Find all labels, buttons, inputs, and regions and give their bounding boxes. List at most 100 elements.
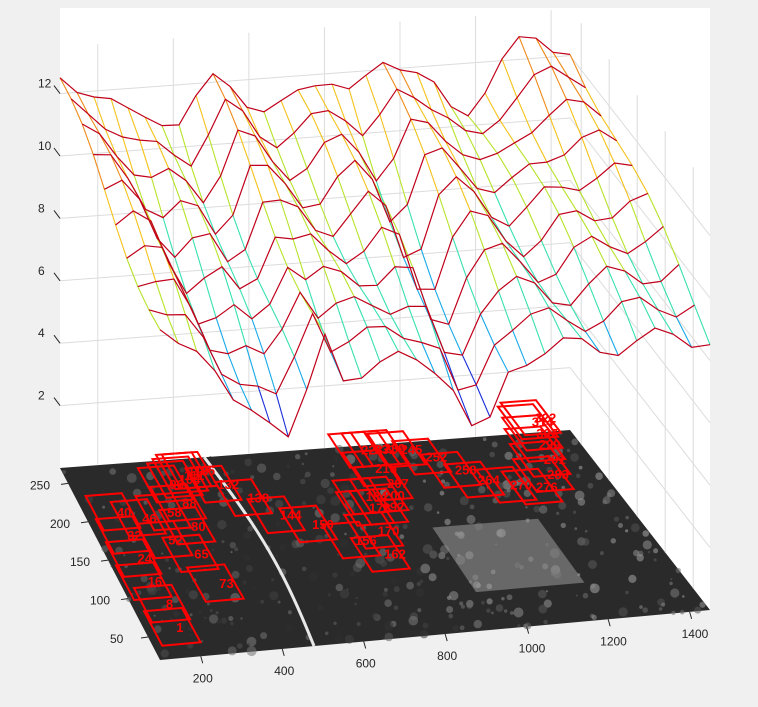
floor-speck: [538, 604, 548, 614]
mesh-edge: [168, 168, 182, 201]
floor-speck: [143, 500, 148, 505]
frame-box: [160, 450, 219, 490]
floor-speck: [436, 460, 444, 468]
floor-speck: [337, 553, 340, 556]
mesh-edge: [348, 341, 363, 379]
mesh-edge: [337, 176, 352, 214]
mesh-edge: [366, 326, 381, 363]
floor-speck: [589, 583, 600, 594]
mesh-edge: [341, 133, 356, 161]
floor-speck: [602, 496, 611, 505]
floor-speck: [539, 505, 548, 514]
mesh-edge: [455, 176, 471, 212]
floor-speck: [448, 613, 454, 619]
floor-speck: [236, 487, 243, 494]
mesh-edge: [594, 220, 611, 247]
mesh-edge: [110, 98, 124, 138]
mesh-ridge: [93, 129, 618, 236]
mesh-edge: [447, 117, 464, 155]
mesh-edge: [450, 106, 466, 131]
frame-box: [365, 430, 428, 469]
mesh-edge: [76, 92, 89, 115]
floor-speck: [533, 505, 541, 513]
mesh-edge: [433, 81, 449, 119]
floor-speck: [227, 646, 237, 656]
mesh-edge: [508, 225, 525, 257]
mesh-ridge: [81, 98, 602, 204]
floor-speck: [243, 531, 251, 540]
mesh-edge: [569, 54, 587, 89]
floor-speck: [126, 597, 132, 602]
floor-speck: [561, 485, 565, 490]
mesh-edge: [584, 331, 601, 353]
floor-speck: [393, 605, 399, 610]
floor-speck: [284, 554, 287, 556]
frame-label: 88: [182, 496, 196, 511]
frame-label: 162: [384, 546, 406, 561]
x-tick-mark: [689, 611, 693, 619]
floor-speck: [276, 554, 278, 557]
z-tick-label: 2: [38, 389, 45, 403]
mesh-edge: [327, 250, 342, 272]
floor-speck: [588, 560, 597, 569]
mesh-edge: [344, 120, 360, 153]
floor-speck: [587, 482, 594, 489]
mesh-edge: [297, 206, 312, 235]
floor-speck: [560, 522, 566, 529]
y-tick-label: 150: [70, 555, 90, 569]
mesh-edge: [132, 210, 146, 246]
mesh-edge: [518, 36, 535, 75]
mesh-edge: [272, 161, 286, 184]
floor-speck: [491, 441, 498, 448]
frame-label: 170: [378, 523, 400, 538]
mesh-edge: [444, 140, 461, 169]
mesh-edge: [249, 165, 264, 203]
mesh-edge: [407, 306, 423, 343]
floor-speck: [506, 488, 511, 493]
floor-speck: [300, 478, 306, 485]
floor-speck: [229, 542, 236, 549]
mesh-edge: [292, 238, 307, 280]
floor-speck: [384, 632, 394, 642]
mesh-edge: [103, 189, 117, 226]
floor-speck: [260, 632, 268, 640]
floor-speck: [317, 604, 324, 611]
frame-label: 65: [194, 546, 208, 561]
frame-box: [213, 478, 274, 518]
z-gridline: [59, 117, 711, 299]
floor-speck: [386, 553, 395, 562]
mesh-edge: [384, 326, 399, 352]
mesh-edge: [173, 278, 186, 315]
floor-speck: [437, 473, 442, 478]
floor-speck: [507, 475, 512, 480]
floor-speck: [595, 472, 603, 481]
floor-speck: [384, 599, 392, 607]
frame-label: 73: [219, 576, 233, 591]
x-tick-label: 1000: [519, 642, 546, 656]
floor-speck: [429, 550, 438, 559]
mesh-edge: [621, 301, 638, 341]
mesh-edge: [514, 142, 530, 165]
floor-speck: [308, 572, 319, 582]
mesh-edge: [482, 133, 498, 154]
mesh-ridge: [148, 296, 695, 395]
floor-speck: [408, 448, 417, 457]
mesh-edge: [306, 168, 321, 205]
floor-speck: [304, 475, 307, 478]
floor-speck: [315, 534, 324, 544]
mesh-edge: [137, 286, 150, 311]
mesh-edge: [448, 324, 463, 356]
floor-speck: [625, 529, 629, 533]
floor-speck: [642, 540, 652, 550]
mesh-edge: [496, 153, 513, 178]
mesh-edge: [465, 130, 481, 160]
floor-speck: [572, 510, 577, 514]
mesh-edge: [281, 328, 295, 358]
mesh-edge: [576, 210, 593, 237]
mesh-edge: [627, 253, 644, 285]
floor-speck: [244, 554, 251, 561]
mesh-edge: [363, 251, 378, 286]
mesh-edge: [244, 249, 259, 279]
mesh-edge: [122, 136, 135, 176]
